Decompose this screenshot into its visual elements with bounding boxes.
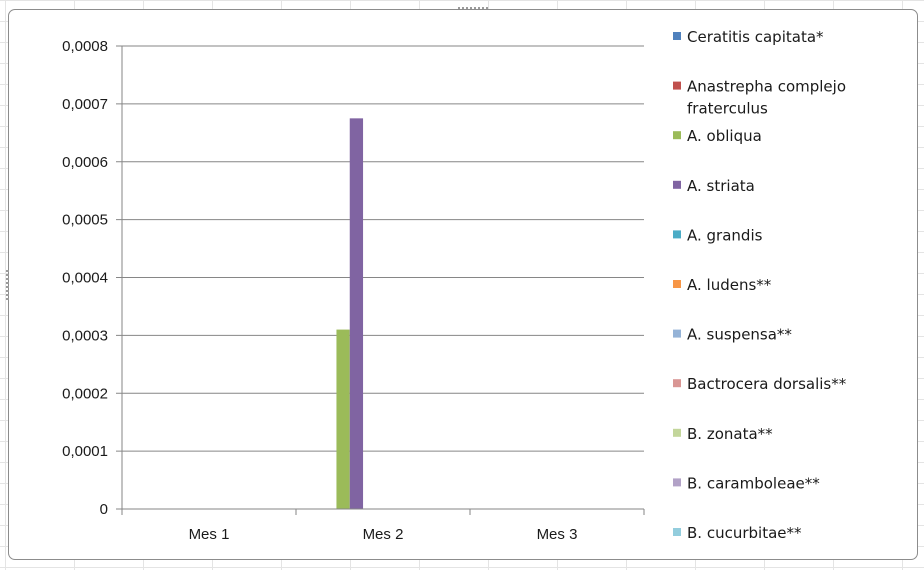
legend-swatch (673, 428, 681, 437)
bars (336, 118, 364, 509)
legend-swatch (673, 180, 681, 189)
legend: Ceratitis capitata* Anastrepha complejo fr… (673, 28, 847, 542)
legend-label: A. grandis (687, 226, 763, 244)
legend-swatch (673, 478, 681, 487)
legend-swatch (673, 131, 681, 140)
y-tick-label: 0,0006 (62, 154, 108, 171)
chart-resize-handle-left[interactable] (6, 270, 9, 300)
legend-swatch (673, 81, 681, 90)
legend-swatch (673, 329, 681, 338)
legend-label: Anastrepha complejo fraterculus (687, 78, 846, 118)
y-tick-label: 0,0007 (62, 96, 108, 113)
chart-area[interactable] (8, 9, 918, 560)
y-tick-label: 0,0004 (62, 270, 108, 287)
chart-resize-handle-top[interactable] (458, 7, 488, 10)
legend-label: B. caramboleae** (687, 474, 820, 492)
legend-label: A. striata (687, 177, 755, 195)
gridlines (122, 45, 644, 452)
legend-label: A. suspensa** (687, 326, 792, 344)
legend-label: Bactrocera dorsalis** (687, 375, 847, 393)
x-axis-tick-labels: Mes 1 Mes 2 Mes 3 (189, 526, 578, 543)
legend-swatch (673, 379, 681, 388)
legend-label: A. ludens** (687, 276, 772, 294)
y-tick-label: 0,0001 (62, 443, 108, 460)
legend-swatch (673, 32, 681, 40)
legend-swatch (673, 528, 681, 536)
y-axis-tick-labels: 0 0,0001 0,0002 0,0003 0,0004 0,0005 0,0006 0,0… (62, 38, 108, 518)
y-tick-label: 0,0008 (62, 38, 108, 55)
axes (116, 45, 645, 515)
legend-label: B. zonata** (687, 425, 773, 443)
legend-label: B. cucurbitae** (687, 524, 802, 542)
x-tick-label: Mes 1 (189, 526, 230, 543)
legend-swatch (673, 280, 681, 288)
legend-label: A. obliqua (687, 127, 762, 145)
x-tick-label: Mes 2 (363, 526, 404, 543)
y-tick-label: 0 (100, 501, 108, 518)
bar (349, 118, 364, 509)
bar (336, 329, 350, 509)
legend-swatch (673, 230, 681, 239)
legend-label: Ceratitis capitata* (687, 28, 824, 46)
y-tick-label: 0,0003 (62, 327, 108, 344)
y-tick-label: 0,0005 (62, 212, 108, 229)
y-tick-label: 0,0002 (62, 385, 108, 402)
x-tick-label: Mes 3 (537, 526, 578, 543)
